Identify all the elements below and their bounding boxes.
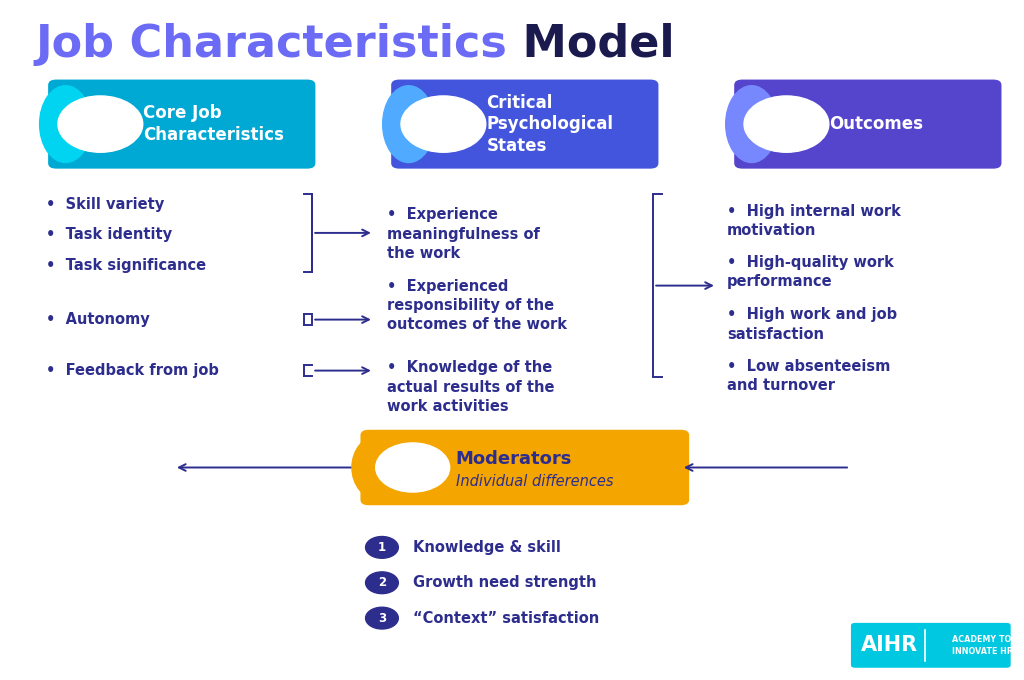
Text: •  Experience
meaningfulness of
the work: • Experience meaningfulness of the work [387,207,540,261]
Text: Model: Model [507,22,675,66]
Circle shape [366,537,398,558]
Ellipse shape [725,85,778,163]
Text: “Context” satisfaction: “Context” satisfaction [413,611,599,626]
FancyBboxPatch shape [48,80,315,169]
Text: 2: 2 [378,576,386,590]
FancyBboxPatch shape [391,80,658,169]
Circle shape [58,96,142,152]
Text: 1: 1 [378,541,386,554]
Text: Job Characteristics: Job Characteristics [35,22,507,66]
Text: •  Task identity: • Task identity [46,227,172,242]
FancyBboxPatch shape [360,430,689,505]
Text: •  Autonomy: • Autonomy [46,312,150,327]
Circle shape [366,572,398,594]
Text: •  High internal work
motivation: • High internal work motivation [727,204,901,238]
Text: •  Low absenteeism
and turnover: • Low absenteeism and turnover [727,359,891,393]
Text: •  Experienced
responsibility of the
outcomes of the work: • Experienced responsibility of the outc… [387,279,567,333]
FancyBboxPatch shape [734,80,1001,169]
Ellipse shape [351,435,404,500]
Ellipse shape [382,85,435,163]
Text: Outcomes: Outcomes [829,115,924,133]
Text: •  High-quality work
performance: • High-quality work performance [727,255,894,289]
Text: •  Task significance: • Task significance [46,258,206,273]
Text: •  Feedback from job: • Feedback from job [46,363,219,378]
Text: Critical
Psychological
States: Critical Psychological States [486,94,613,154]
FancyBboxPatch shape [851,623,1011,668]
Circle shape [366,607,398,629]
Text: Knowledge & skill: Knowledge & skill [413,540,560,555]
Text: 3: 3 [378,611,386,625]
Circle shape [376,443,450,492]
Text: •  High work and job
satisfaction: • High work and job satisfaction [727,307,897,341]
Circle shape [744,96,828,152]
Text: ACADEMY TO
INNOVATE HR: ACADEMY TO INNOVATE HR [952,634,1014,656]
Text: Growth need strength: Growth need strength [413,575,596,590]
Text: Individual differences: Individual differences [456,474,613,489]
Circle shape [401,96,485,152]
Ellipse shape [39,85,92,163]
Text: Moderators: Moderators [456,450,572,468]
Text: •  Knowledge of the
actual results of the
work activities: • Knowledge of the actual results of the… [387,360,555,414]
Text: Core Job
Characteristics: Core Job Characteristics [143,104,285,144]
Text: •  Skill variety: • Skill variety [46,197,164,211]
Text: AIHR: AIHR [861,635,919,656]
